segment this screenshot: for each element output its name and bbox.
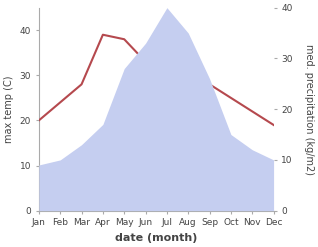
Y-axis label: max temp (C): max temp (C) (4, 75, 14, 143)
Y-axis label: med. precipitation (kg/m2): med. precipitation (kg/m2) (304, 44, 314, 175)
X-axis label: date (month): date (month) (115, 233, 197, 243)
